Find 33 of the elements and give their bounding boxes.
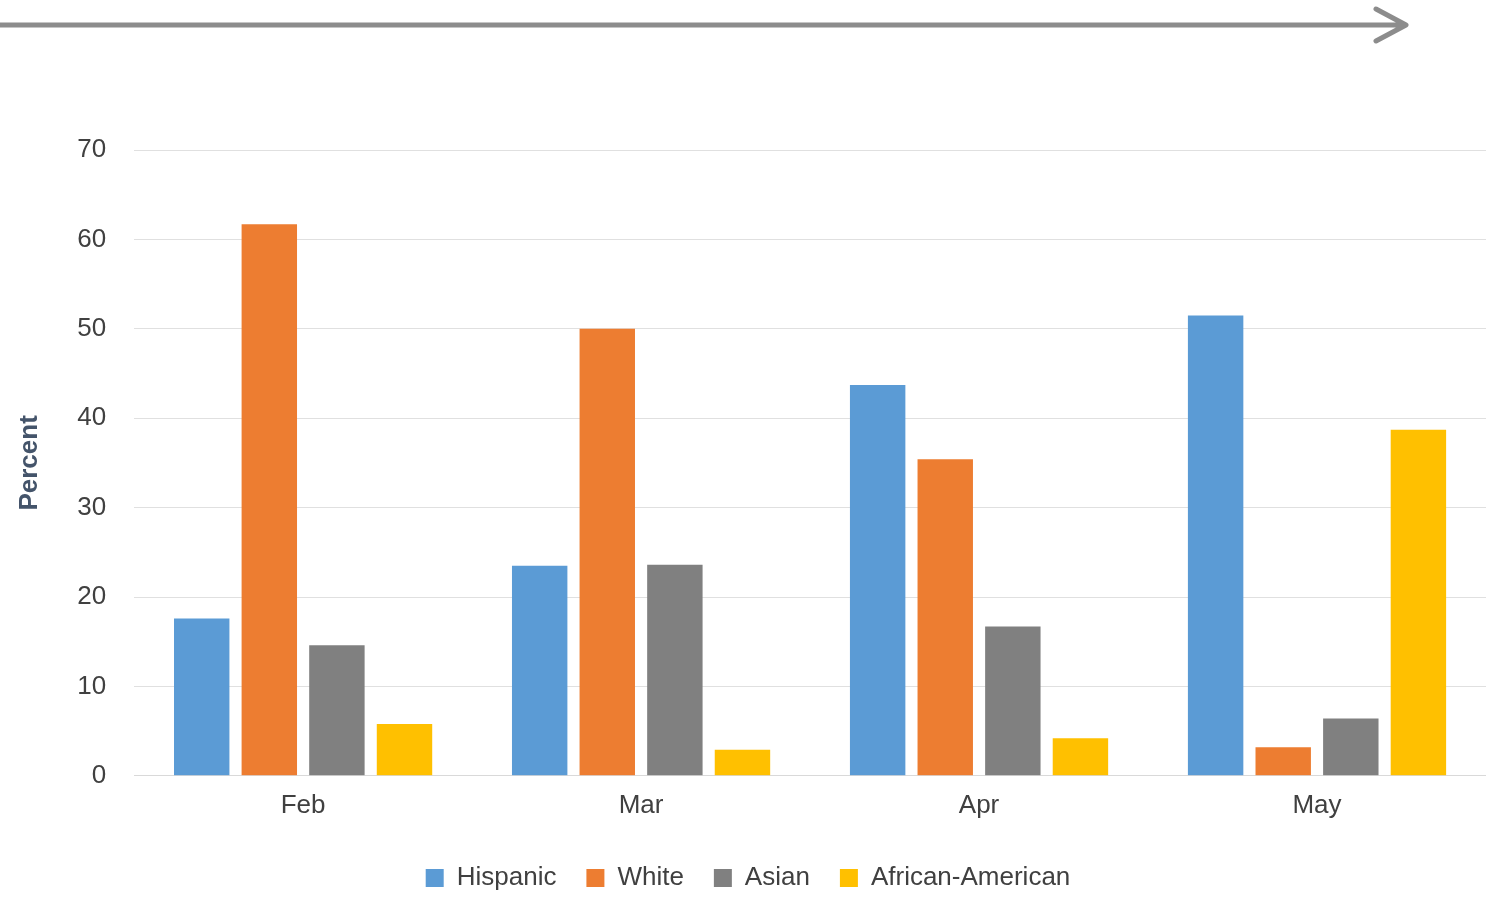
y-tick-label: 20 [77,580,107,611]
legend-label: White [617,861,684,892]
x-tick-label: Apr [958,788,1000,819]
y-tick-label: 0 [91,758,107,789]
bar [849,385,906,776]
y-tick-label: 60 [77,222,107,253]
legend-label: African-American [870,861,1071,892]
x-tick-label: Mar [618,788,664,819]
legend-label: Hispanic [456,861,557,892]
bar [1323,718,1379,776]
bar [647,564,703,776]
y-tick-label: 30 [77,490,107,521]
bar [174,618,230,776]
bar [985,626,1041,776]
y-tick-label: 50 [77,311,107,342]
bar [1187,315,1244,776]
bar [917,459,973,776]
bar [376,723,433,776]
y-tick-label: 40 [77,401,107,432]
y-axis-title: Percent [12,414,43,511]
legend-label: Asian [744,861,810,892]
bar [714,749,771,776]
bar [1052,738,1109,776]
x-tick-label: Feb [280,788,326,819]
x-tick-label: May [1292,788,1342,819]
y-tick-label: 70 [77,133,107,164]
bar [1390,429,1447,776]
bar [511,565,568,776]
bar [579,328,635,776]
y-tick-label: 10 [77,669,107,700]
bar [241,224,298,776]
bar [309,645,365,776]
bar [1255,747,1311,776]
